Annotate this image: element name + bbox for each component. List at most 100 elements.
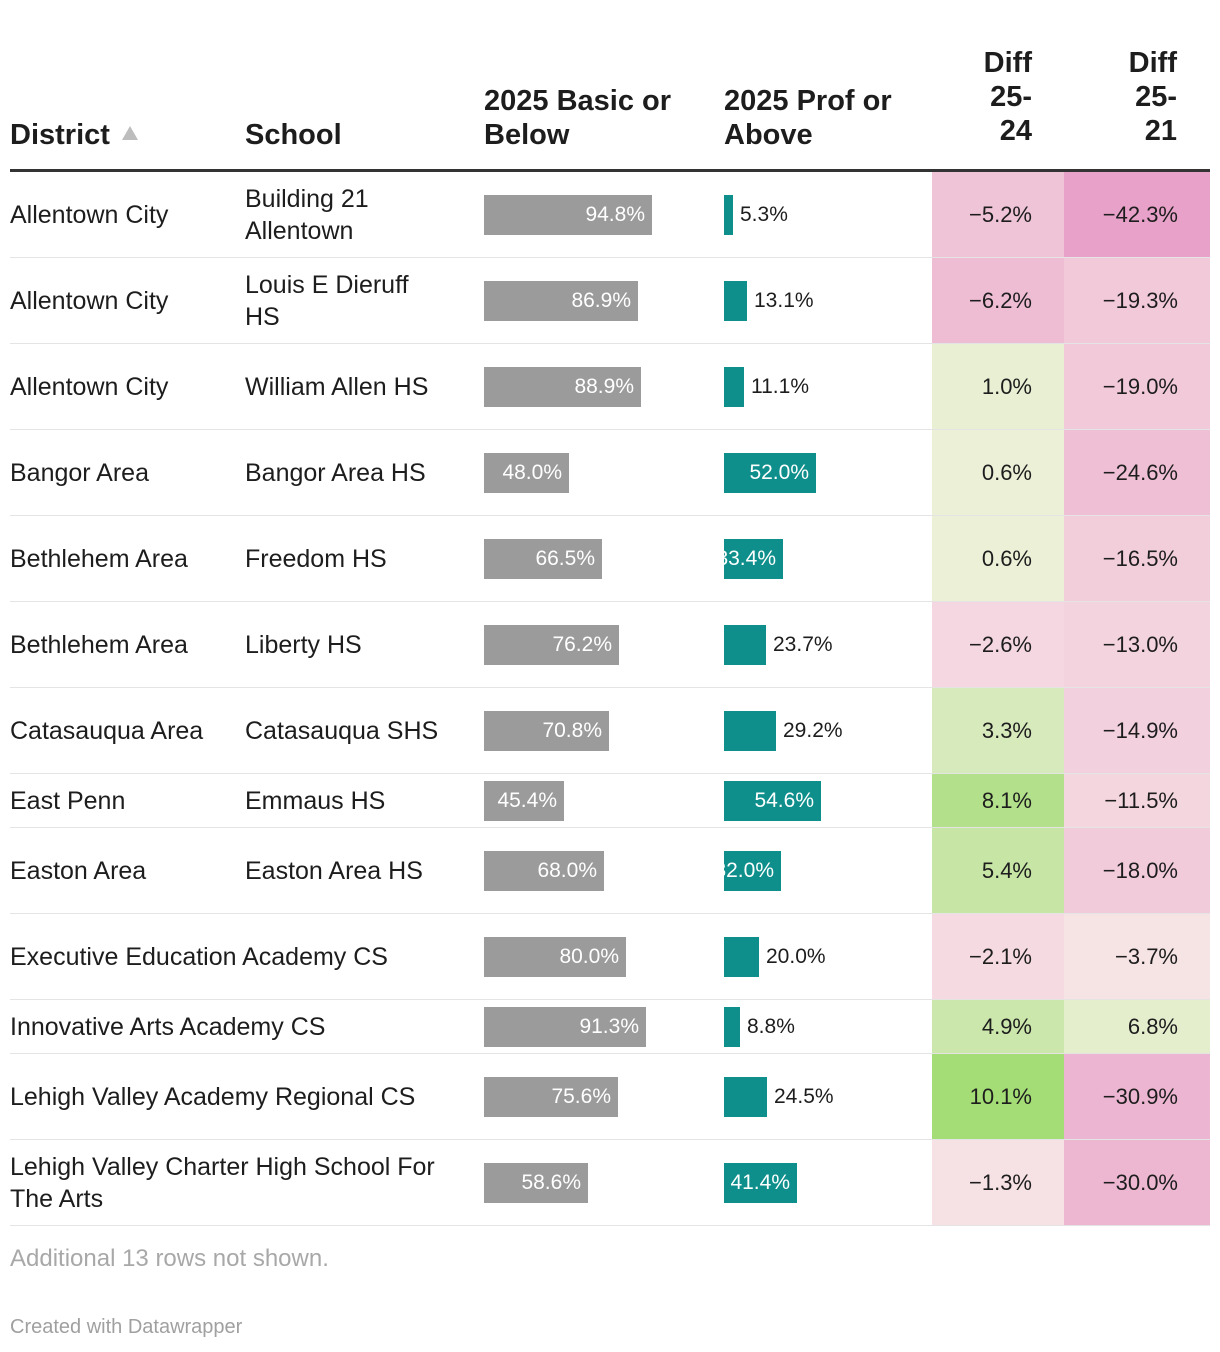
bar-prof-label: 8.8%: [747, 1014, 795, 1038]
bar-basic-label: 68.0%: [537, 858, 597, 882]
cell-district: Executive Education Academy CS: [10, 943, 388, 971]
bar-basic: 66.5%: [484, 538, 602, 579]
cell-diff-25-21: −19.0%: [1064, 344, 1210, 429]
cell-district: Easton Area: [10, 857, 147, 885]
cell-diff-25-21: −11.5%: [1064, 774, 1210, 827]
cell-school: Building 21 Allentown: [245, 185, 369, 245]
table-row: Innovative Arts Academy CS 91.3% 8.8% 4.9% 6…: [10, 1000, 1210, 1054]
cell-school: Liberty HS: [245, 631, 362, 659]
bar-prof-label: 41.4%: [730, 1170, 790, 1194]
bar-basic-cell: 76.2%: [484, 602, 619, 687]
cell-diff-25-24: 1.0%: [932, 344, 1064, 429]
cell-school: Louis E Dieruff HS: [245, 271, 409, 331]
bar-prof-cell: 5.3%: [724, 172, 788, 257]
bar-prof: 54.6%: [724, 780, 821, 821]
footnote: Additional 13 rows not shown.: [10, 1245, 329, 1272]
bar-basic-label: 70.8%: [542, 718, 602, 742]
bar-basic-label: 75.6%: [551, 1084, 611, 1108]
bar-basic-label: 94.8%: [585, 202, 645, 226]
bar-basic: 70.8%: [484, 710, 609, 751]
bar-prof-cell: 23.7%: [724, 602, 833, 687]
bar-basic-label: 58.6%: [521, 1170, 581, 1194]
table-row: Allentown City Louis E Dieruff HS 86.9% 13.…: [10, 258, 1210, 344]
cell-diff-25-21: −14.9%: [1064, 688, 1210, 773]
cell-school: Catasauqua SHS: [245, 717, 439, 745]
bar-prof-cell: 33.4%: [716, 516, 783, 601]
bar-prof-cell: 11.1%: [724, 344, 809, 429]
header-school[interactable]: School: [245, 119, 342, 151]
cell-district: Bethlehem Area: [10, 545, 188, 573]
bar-prof: 52.0%: [724, 452, 816, 493]
cell-district: Lehigh Valley Charter High School For Th…: [10, 1153, 435, 1213]
bar-basic: 94.8%: [484, 194, 652, 235]
cell-district: Bangor Area: [10, 459, 149, 487]
table-row: Bangor Area Bangor Area HS 48.0% 52.0% 0.6% −…: [10, 430, 1210, 516]
header-district[interactable]: District: [10, 118, 240, 152]
bar-basic-label: 91.3%: [579, 1014, 639, 1038]
bar-prof-label: 33.4%: [716, 546, 776, 570]
bar-basic-cell: 88.9%: [484, 344, 641, 429]
table-row: Catasauqua Area Catasauqua SHS 70.8% 29.2% 3…: [10, 688, 1210, 774]
bar-prof-label: 20.0%: [766, 944, 826, 968]
bar-basic-label: 88.9%: [574, 374, 634, 398]
bar-prof-label: 32.0%: [714, 858, 774, 882]
cell-diff-25-21: −24.6%: [1064, 430, 1210, 515]
bar-basic-cell: 80.0%: [484, 914, 626, 999]
table-row: Easton Area Easton Area HS 68.0% 32.0% 5.4% −…: [10, 828, 1210, 914]
cell-diff-25-24: 0.6%: [932, 516, 1064, 601]
bar-prof-label: 52.0%: [749, 460, 809, 484]
bar-basic-label: 45.4%: [497, 788, 557, 812]
header-prof[interactable]: 2025 Prof or Above: [724, 85, 892, 151]
table-row: Lehigh Valley Academy Regional CS 75.6% 24…: [10, 1054, 1210, 1140]
sort-ascending-icon[interactable]: [121, 126, 138, 140]
bar-prof-cell: 8.8%: [724, 1000, 795, 1053]
header-diff-25-24[interactable]: Diff 25-24: [983, 47, 1032, 147]
cell-diff-25-21: −16.5%: [1064, 516, 1210, 601]
bar-prof-label: 54.6%: [754, 788, 814, 812]
bar-prof-label: 13.1%: [754, 288, 814, 312]
bar-prof: [724, 366, 744, 407]
bar-prof-label: 29.2%: [783, 718, 843, 742]
bar-basic: 68.0%: [484, 850, 604, 891]
bar-prof: [724, 194, 733, 235]
bar-prof: [724, 1006, 740, 1047]
bar-basic-cell: 45.4%: [484, 774, 564, 827]
credit-link[interactable]: Created with Datawrapper: [10, 1316, 243, 1338]
bar-prof-label: 23.7%: [773, 632, 833, 656]
cell-diff-25-24: 4.9%: [932, 1000, 1064, 1053]
cell-diff-25-24: 5.4%: [932, 828, 1064, 913]
bar-prof: 41.4%: [724, 1162, 797, 1203]
bar-basic-label: 86.9%: [571, 288, 631, 312]
cell-diff-25-24: 0.6%: [932, 430, 1064, 515]
bar-prof-cell: 52.0%: [724, 430, 816, 515]
cell-diff-25-24: −2.6%: [932, 602, 1064, 687]
bar-prof-cell: 32.0%: [714, 828, 781, 913]
bar-prof-cell: 41.4%: [724, 1140, 797, 1225]
bar-prof: [724, 936, 759, 977]
cell-diff-25-21: 6.8%: [1064, 1000, 1210, 1053]
bar-basic-cell: 66.5%: [484, 516, 602, 601]
bar-basic: 86.9%: [484, 280, 638, 321]
bar-prof-cell: 13.1%: [724, 258, 814, 343]
bar-prof: [724, 280, 747, 321]
bar-prof: [724, 624, 766, 665]
bar-basic-cell: 48.0%: [484, 430, 569, 515]
cell-diff-25-24: −5.2%: [932, 172, 1064, 257]
cell-school: Freedom HS: [245, 545, 387, 573]
bar-basic-label: 80.0%: [559, 944, 619, 968]
data-table: District School 2025 Basic or Below 2025…: [10, 0, 1210, 1226]
cell-diff-25-21: −18.0%: [1064, 828, 1210, 913]
bar-basic: 88.9%: [484, 366, 641, 407]
cell-district: Lehigh Valley Academy Regional CS: [10, 1083, 416, 1111]
cell-diff-25-21: −42.3%: [1064, 172, 1210, 257]
header-district-label: District: [10, 119, 110, 151]
bar-basic: 76.2%: [484, 624, 619, 665]
header-basic[interactable]: 2025 Basic or Below: [484, 85, 672, 151]
bar-basic-cell: 94.8%: [484, 172, 652, 257]
bar-basic-cell: 70.8%: [484, 688, 609, 773]
header-diff-25-21[interactable]: Diff 25-21: [1128, 47, 1177, 147]
cell-district: Innovative Arts Academy CS: [10, 1013, 326, 1041]
table-row: Bethlehem Area Freedom HS 66.5% 33.4% 0.6% −1…: [10, 516, 1210, 602]
cell-school: Emmaus HS: [245, 787, 386, 815]
bar-basic-label: 48.0%: [502, 460, 562, 484]
